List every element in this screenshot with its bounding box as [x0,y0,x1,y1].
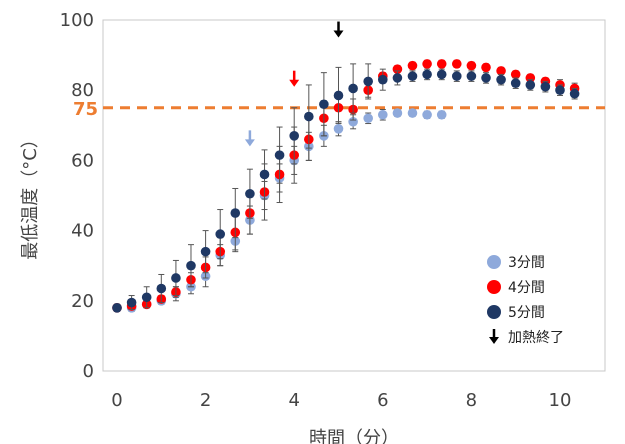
data-point [510,78,521,88]
data-point [422,69,432,80]
legend-label: 加熱終了 [508,330,564,346]
heat-end-markers [244,21,344,147]
data-point [569,88,580,99]
data-point [333,124,344,134]
legend-label: 4分間 [508,280,545,296]
data-point [289,131,300,141]
data-point [407,60,418,71]
data-point [348,116,358,127]
y-tick-label: 20 [71,291,94,312]
y-tick-label: 60 [71,150,94,171]
data-point [112,303,122,313]
data-point [392,64,403,74]
data-point [481,62,491,73]
legend-label: 3分間 [508,255,545,271]
reference-line-group: 75 [73,99,605,120]
data-point [363,113,373,124]
x-tick-label: 8 [466,390,477,411]
data-point [378,74,388,85]
x-tick-label: 10 [549,390,572,411]
data-point [466,71,477,81]
series-3 [112,63,580,313]
data-point [156,283,167,294]
x-tick-label: 6 [377,390,388,411]
data-point [407,71,418,81]
data-point [451,71,462,81]
data-point [422,109,432,120]
data-point [215,229,226,239]
data-point [392,108,403,118]
data-point [540,81,551,92]
data-point [319,99,329,110]
data-point [496,74,506,85]
data-point [230,208,241,218]
x-axis-label: 時間（分） [309,428,399,444]
y-tick-label: 100 [60,10,94,31]
legend-item: 3分間 [487,255,545,271]
legend-marker [487,280,501,294]
legend-marker [487,305,501,319]
x-tick-label: 0 [111,390,122,411]
legend-marker [487,255,501,269]
reference-line-label: 75 [73,99,98,120]
y-axis-label: 最低温度（°C） [20,130,41,260]
legend-item: 4分間 [487,280,545,296]
down-arrow-icon [489,329,499,344]
y-tick-label: 80 [71,80,94,101]
data-point [422,59,432,69]
down-arrow-icon [244,130,255,147]
legend-item: 5分間 [487,305,545,321]
series-group [112,59,580,313]
data-point [378,109,388,120]
data-point [171,273,181,283]
data-point [333,90,344,101]
down-arrow-icon [289,70,300,87]
data-point [245,188,255,199]
data-point [525,73,536,83]
series-2 [112,59,580,313]
data-point [525,80,536,90]
data-point [510,69,521,80]
data-point [555,85,565,95]
x-tick-label: 2 [200,390,211,411]
y-tick-label: 40 [71,221,94,242]
data-point [200,246,211,257]
legend-label: 5分間 [508,305,545,321]
data-point [436,69,447,80]
data-point [186,260,196,271]
x-tick-label: 4 [288,390,299,411]
data-point [496,66,506,76]
data-point [436,109,447,120]
data-point [274,150,285,160]
data-point [436,59,447,69]
data-point [126,297,137,308]
data-point [348,83,358,94]
data-point [407,108,418,118]
data-point [141,292,152,303]
data-point [481,73,491,83]
data-point [363,76,373,87]
y-tick-label: 0 [83,361,94,382]
data-point [259,169,270,180]
data-point [304,111,314,122]
down-arrow-icon [333,21,344,38]
legend-item: 加熱終了 [489,329,564,346]
data-point [466,60,477,71]
data-point [392,73,403,83]
plot-area-border [102,19,606,372]
data-point [451,59,462,69]
